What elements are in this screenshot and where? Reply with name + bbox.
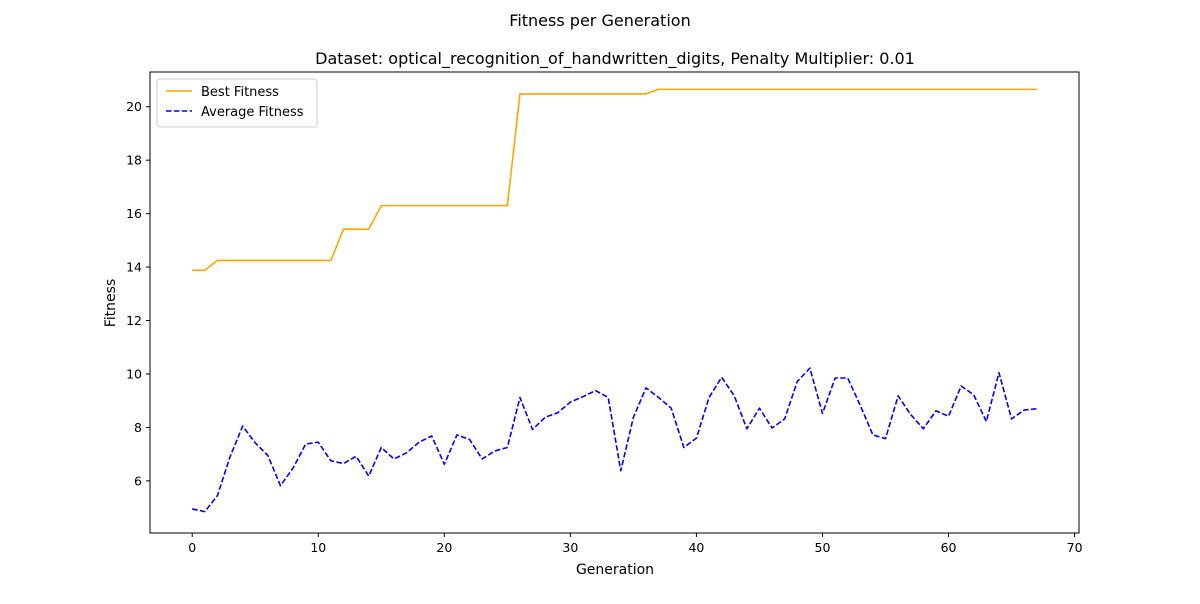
x-tick-label: 70 xyxy=(1067,540,1083,555)
x-axis-label: Generation xyxy=(576,562,654,578)
y-tick-label: 20 xyxy=(126,99,142,114)
chart-suptitle: Fitness per Generation xyxy=(509,11,690,30)
y-tick-label: 16 xyxy=(126,206,142,221)
x-tick-label: 30 xyxy=(562,540,578,555)
average-fitness-line xyxy=(192,367,1037,513)
plot-frame xyxy=(149,71,1080,534)
x-tick-label: 10 xyxy=(310,540,326,555)
legend-label-average-fitness: Average Fitness xyxy=(201,105,304,120)
legend: Best Fitness Average Fitness xyxy=(156,78,318,128)
y-tick-label: 10 xyxy=(126,366,142,381)
x-tick-label: 20 xyxy=(436,540,452,555)
x-axis: 0 10 20 30 40 50 60 70 xyxy=(188,533,1083,555)
x-tick-label: 0 xyxy=(188,540,196,555)
x-tick-label: 60 xyxy=(941,540,957,555)
chart-title: Dataset: optical_recognition_of_handwrit… xyxy=(315,49,915,69)
y-axis: 6 8 10 12 14 16 18 20 xyxy=(126,99,150,488)
legend-frame xyxy=(156,78,318,128)
y-tick-label: 6 xyxy=(134,473,142,488)
y-tick-label: 14 xyxy=(126,260,142,275)
legend-label-best-fitness: Best Fitness xyxy=(201,85,279,100)
y-tick-label: 12 xyxy=(126,313,142,328)
y-tick-label: 18 xyxy=(126,153,142,168)
plot-area xyxy=(192,88,1037,513)
x-tick-label: 50 xyxy=(815,540,831,555)
best-fitness-line xyxy=(192,88,1037,272)
x-tick-label: 40 xyxy=(688,540,704,555)
y-tick-label: 8 xyxy=(134,420,142,435)
y-axis-label: Fitness xyxy=(103,279,119,328)
